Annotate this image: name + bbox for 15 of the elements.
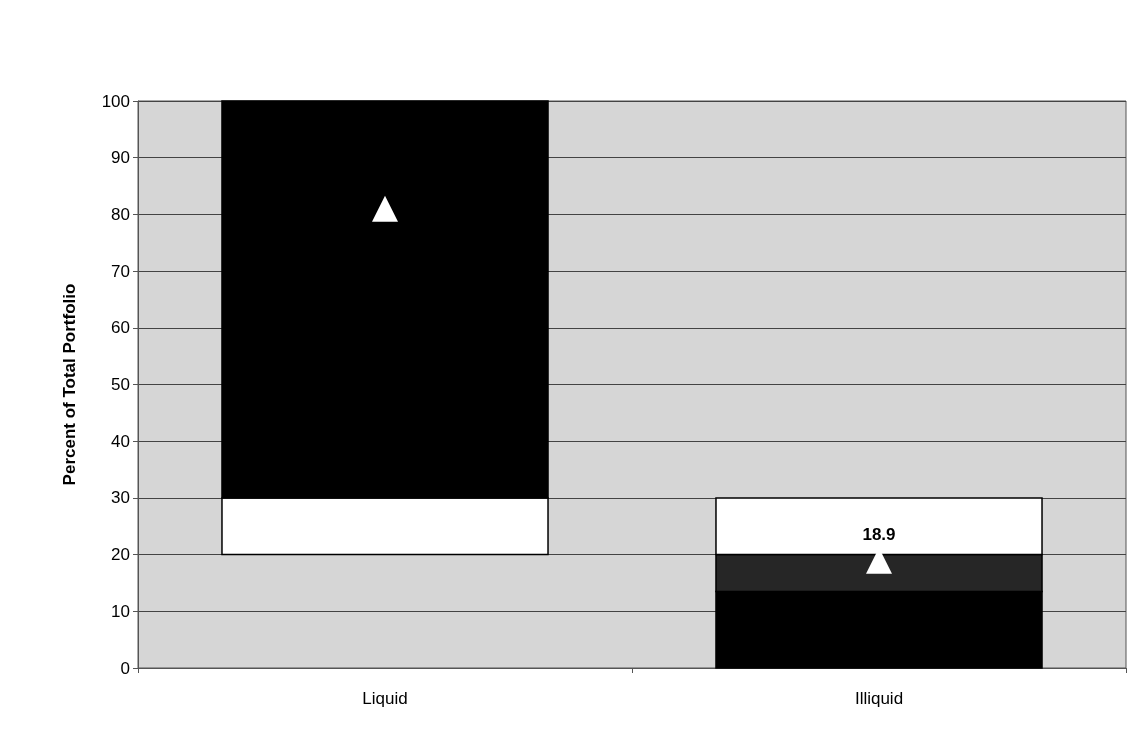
y-tick-label: 100 [101,91,130,111]
y-tick-label: 0 [120,658,130,678]
y-tick-label: 30 [111,488,130,508]
x-tick-label: Illiquid [854,689,904,708]
data-label: 18.9 [862,524,896,544]
y-tick-label: 90 [111,148,130,168]
y-tick-label: 50 [111,375,130,394]
x-tick-label: Liquid [362,689,408,708]
y-tick-label: 70 [111,261,130,281]
y-tick-label: 40 [111,431,130,451]
y-axis-title: Percent of Total Portfolio [60,283,79,486]
y-tick-label: 10 [111,601,130,621]
y-tick-label: 80 [111,204,130,224]
y-tick-label: 20 [111,545,130,565]
y-tick-label: 60 [111,318,130,338]
